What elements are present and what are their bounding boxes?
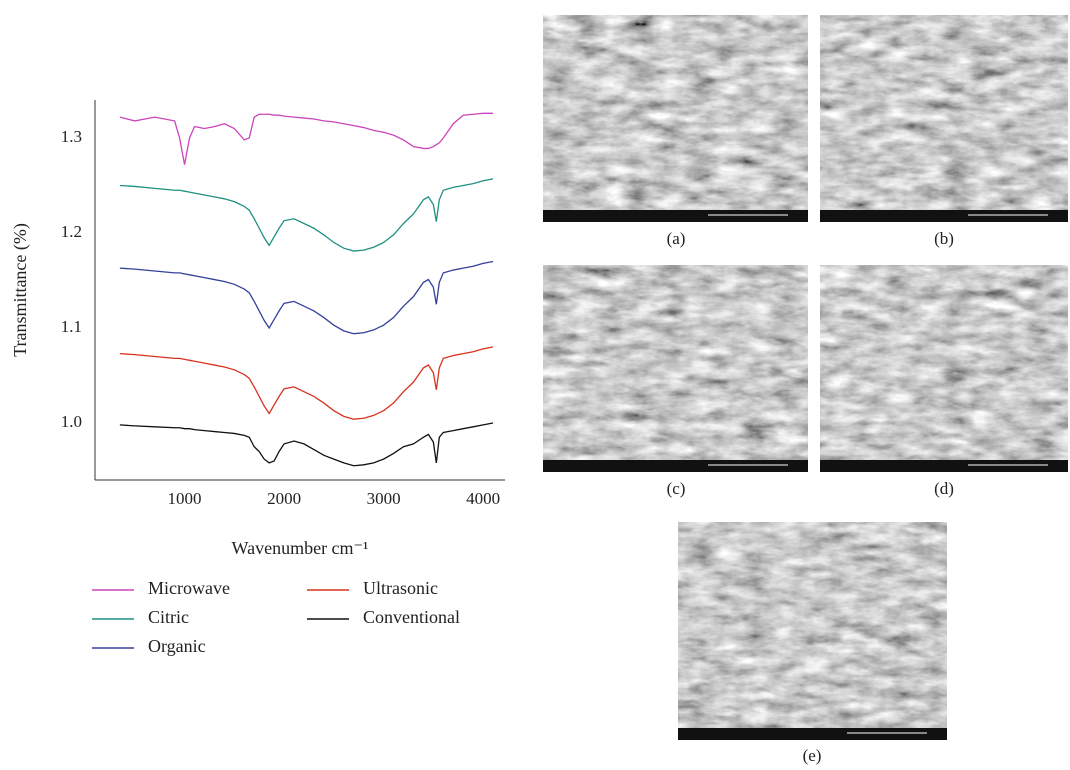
sem-info-bar xyxy=(543,210,808,222)
sem-info-bar xyxy=(820,460,1068,472)
legend-label: Organic xyxy=(148,636,206,656)
panel-label: (d) xyxy=(934,479,954,498)
panel-label: (b) xyxy=(934,229,954,248)
page: {"chart_data": {"type": "line", "x_label… xyxy=(0,0,1070,765)
sem-image xyxy=(543,265,808,472)
legend-label: Citric xyxy=(148,607,189,627)
sem-info-bar xyxy=(820,210,1068,222)
series-line xyxy=(120,262,493,334)
x-tick-label: 3000 xyxy=(367,489,401,508)
panel-label: (e) xyxy=(803,746,822,765)
series-line xyxy=(120,423,493,466)
sem-image xyxy=(820,15,1068,222)
legend-label: Conventional xyxy=(363,607,460,627)
panel-label: (c) xyxy=(667,479,686,498)
sem-info-bar xyxy=(543,460,808,472)
sem-image xyxy=(678,522,947,740)
legend-label: Microwave xyxy=(148,578,230,598)
legend-label: Ultrasonic xyxy=(363,578,438,598)
x-tick-label: 2000 xyxy=(267,489,301,508)
x-axis-title: Wavenumber cm⁻¹ xyxy=(232,538,369,558)
series-line xyxy=(120,347,493,419)
sem-image xyxy=(820,265,1068,472)
sem-info-bar xyxy=(678,728,947,740)
panel-label: (a) xyxy=(667,229,686,248)
y-tick-label: 1.0 xyxy=(61,412,82,431)
figure: Wavenumber cm⁻¹ Transmittance (%) 1000 20… xyxy=(0,0,1070,765)
y-tick-label: 1.1 xyxy=(61,317,82,336)
sem-image xyxy=(543,15,808,222)
y-axis-title: Transmittance (%) xyxy=(10,223,31,357)
series-line xyxy=(120,179,493,251)
y-tick-label: 1.2 xyxy=(61,222,82,241)
x-tick-label: 4000 xyxy=(466,489,500,508)
x-tick-label: 1000 xyxy=(168,489,202,508)
y-tick-label: 1.3 xyxy=(61,127,82,146)
series-line xyxy=(120,113,493,164)
